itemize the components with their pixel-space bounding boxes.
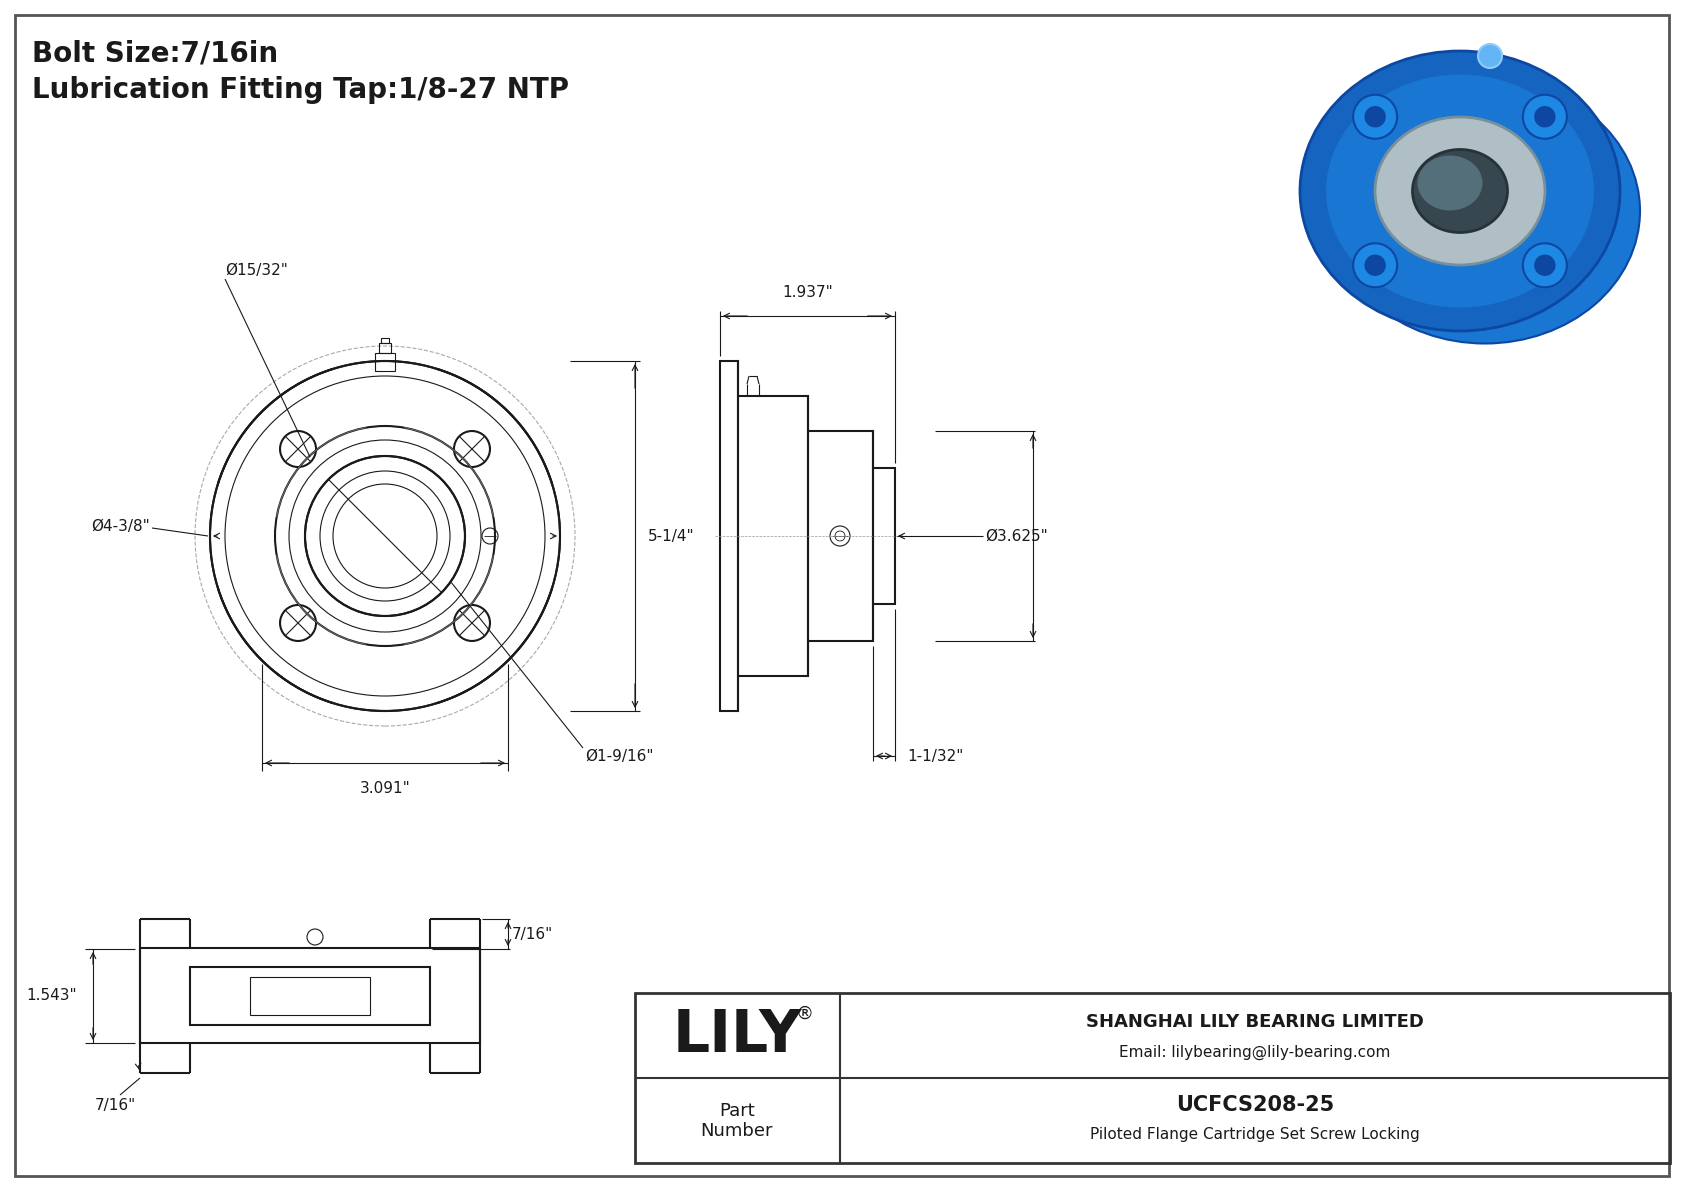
Bar <box>635 993 1671 1162</box>
Text: 7/16": 7/16" <box>94 1098 136 1114</box>
Ellipse shape <box>1325 74 1595 308</box>
Ellipse shape <box>1376 117 1544 266</box>
Text: SHANGHAI LILY BEARING LIMITED: SHANGHAI LILY BEARING LIMITED <box>1086 1014 1425 1031</box>
Bar <box>379 343 391 353</box>
Bar <box>721 361 738 711</box>
Circle shape <box>1366 255 1386 275</box>
Text: 1-1/32": 1-1/32" <box>908 748 963 763</box>
Bar <box>249 977 370 1015</box>
Circle shape <box>1534 107 1554 126</box>
Bar <box>872 468 894 604</box>
Circle shape <box>1534 255 1554 275</box>
Bar <box>190 967 429 1025</box>
Circle shape <box>1479 44 1502 68</box>
Ellipse shape <box>1418 156 1482 211</box>
Text: Ø15/32": Ø15/32" <box>226 263 288 279</box>
Text: Bolt Size:7/16in: Bolt Size:7/16in <box>32 39 278 67</box>
Ellipse shape <box>1300 51 1620 331</box>
Circle shape <box>1354 243 1398 287</box>
Circle shape <box>1522 243 1566 287</box>
Circle shape <box>1366 107 1386 126</box>
Text: ®: ® <box>797 1005 813 1023</box>
Text: Piloted Flange Cartridge Set Screw Locking: Piloted Flange Cartridge Set Screw Locki… <box>1090 1128 1420 1142</box>
Text: Part
Number: Part Number <box>701 1102 773 1141</box>
Bar <box>140 948 480 1043</box>
Ellipse shape <box>1413 150 1507 232</box>
Text: Lubrication Fitting Tap:1/8-27 NTP: Lubrication Fitting Tap:1/8-27 NTP <box>32 76 569 104</box>
Text: Ø3.625": Ø3.625" <box>985 529 1047 543</box>
Text: Ø4-3/8": Ø4-3/8" <box>91 518 150 534</box>
Text: 1.543": 1.543" <box>27 989 77 1004</box>
Text: 3.091": 3.091" <box>360 781 411 796</box>
Circle shape <box>1522 95 1566 139</box>
Bar <box>376 353 396 372</box>
Text: 5-1/4": 5-1/4" <box>648 529 694 543</box>
Text: Email: lilybearing@lily-bearing.com: Email: lilybearing@lily-bearing.com <box>1120 1045 1391 1060</box>
Bar <box>808 431 872 641</box>
Circle shape <box>1354 95 1398 139</box>
Ellipse shape <box>1330 79 1640 343</box>
Text: LILY: LILY <box>672 1008 802 1065</box>
Bar <box>381 338 389 343</box>
Bar <box>738 395 808 676</box>
Text: 7/16": 7/16" <box>512 927 554 942</box>
Text: UCFCS208-25: UCFCS208-25 <box>1175 1095 1334 1115</box>
Text: Ø1-9/16": Ø1-9/16" <box>584 748 653 763</box>
Text: 1.937": 1.937" <box>781 285 834 300</box>
